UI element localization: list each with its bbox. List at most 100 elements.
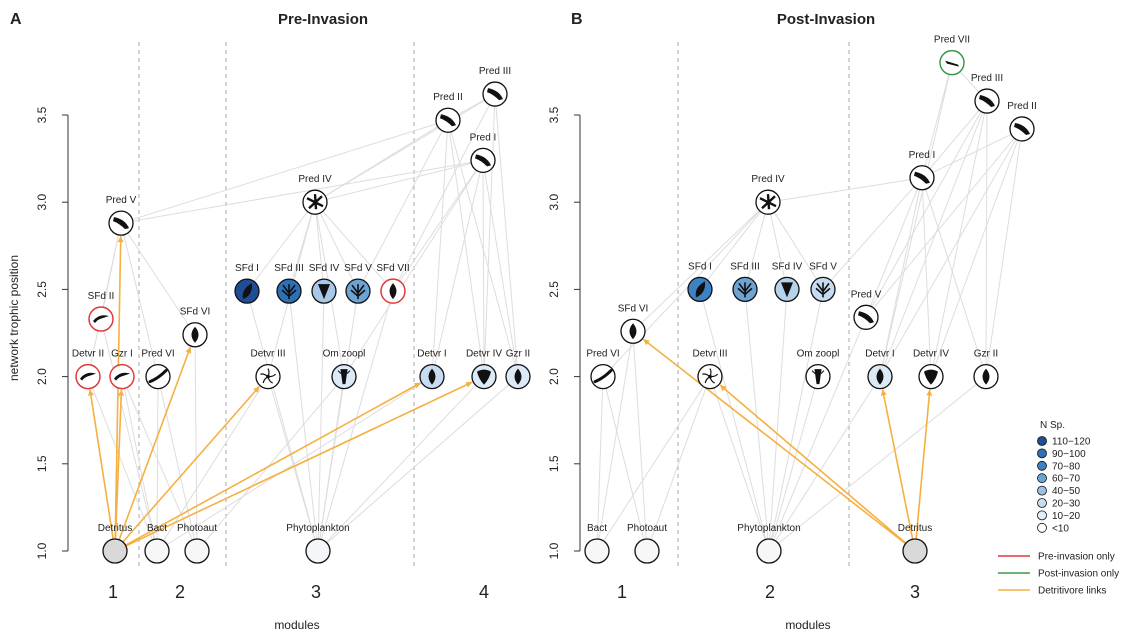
trophic-link <box>494 94 519 377</box>
detritivore-link <box>881 389 916 552</box>
legend-bin-label: 40−50 <box>1052 486 1081 497</box>
node-label: SFd VII <box>376 263 409 274</box>
legend-bin-label: <10 <box>1052 523 1069 534</box>
trophic-link <box>744 202 769 290</box>
node-circle <box>634 538 660 564</box>
node-phy: Phytoplankton <box>286 523 350 564</box>
node-circle <box>88 306 114 332</box>
node-label: Pred IV <box>751 174 785 185</box>
legend-swatch <box>1037 510 1047 521</box>
detritivore-arrowhead <box>253 386 260 393</box>
y-tick-label: 3.0 <box>547 194 561 211</box>
trophic-link <box>921 177 987 377</box>
node-pii: Pred II <box>1007 101 1037 142</box>
trophic-link <box>768 317 867 552</box>
blob-silhouette-icon <box>924 369 938 385</box>
node-diii: Detvr III <box>692 349 728 390</box>
trophic-link <box>767 177 923 203</box>
trophic-link <box>596 376 711 552</box>
trophic-link <box>768 376 987 552</box>
trophic-link <box>267 376 319 552</box>
node-label: Detvr I <box>865 349 894 360</box>
fish-silhouette-icon <box>440 114 456 127</box>
trophic-link <box>120 119 449 224</box>
node-circle <box>305 538 331 564</box>
node-label: Bact <box>147 523 167 534</box>
trophic-link <box>120 223 159 377</box>
seed-silhouette-icon <box>876 368 884 385</box>
trophic-link <box>156 376 433 552</box>
shrimp-silhouette-icon <box>93 315 109 324</box>
shrimp-silhouette-icon <box>114 372 130 381</box>
detritivore-link <box>914 389 931 552</box>
trophic-link <box>288 291 319 552</box>
node-div: Detvr IV <box>466 349 502 390</box>
legend-bin-label: 10−20 <box>1052 511 1081 522</box>
trophic-link <box>879 177 923 377</box>
node-label: Pred V <box>106 195 137 206</box>
detritivore-link <box>114 346 192 552</box>
detritivore-link <box>114 236 122 552</box>
node-label: Bact <box>587 523 607 534</box>
trophic-link <box>865 100 988 318</box>
detritivore-arrowhead <box>643 339 650 346</box>
node-pv: Pred V <box>851 289 882 330</box>
trophic-link <box>768 289 824 552</box>
legend-swatch <box>1037 436 1047 446</box>
node-piii: Pred III <box>479 66 511 107</box>
trophic-link <box>317 291 325 552</box>
trophic-link <box>431 120 449 377</box>
node-piv: Pred IV <box>751 174 785 215</box>
module-number: 2 <box>765 582 775 602</box>
node-sfiv: SFd IV <box>772 261 803 303</box>
legend-swatch <box>1037 448 1047 459</box>
plume-silhouette-icon <box>815 282 831 298</box>
legend-bin-label: 90−100 <box>1052 449 1086 460</box>
trophic-link <box>822 177 923 290</box>
node-sfi: SFd I <box>234 263 260 304</box>
x-axis-label-a: modules <box>274 618 319 632</box>
fish-silhouette-icon <box>475 154 491 167</box>
trophic-link <box>314 159 484 203</box>
node-label: Pred IV <box>298 174 332 185</box>
legend-line-label: Post-invasion only <box>1038 569 1119 580</box>
seed-silhouette-icon <box>514 368 522 385</box>
trophic-link <box>632 331 648 552</box>
node-label: Pred II <box>433 92 462 103</box>
trophic-link <box>87 223 122 377</box>
node-label: SFd I <box>688 261 712 272</box>
legend-bin-label: 70−80 <box>1052 461 1081 472</box>
module-number: 1 <box>108 582 118 602</box>
starfish-silhouette-icon <box>759 194 777 210</box>
legend-swatch <box>1037 485 1047 496</box>
brittle-star-icon <box>266 374 270 379</box>
node-label: Detvr III <box>692 349 727 360</box>
node-pv: Pred V <box>106 195 137 236</box>
fish-silhouette-icon <box>487 88 503 101</box>
y-tick-label: 3.5 <box>547 106 561 123</box>
detritivore-arrowhead <box>719 385 727 392</box>
trophic-link <box>768 289 788 552</box>
trophic-link <box>596 376 604 552</box>
blob-silhouette-icon <box>477 369 491 385</box>
fish-silhouette-icon <box>914 171 930 184</box>
trophic-link <box>314 93 496 203</box>
node-om: Om zoopl <box>797 349 839 390</box>
y-tick-label: 1.5 <box>547 455 561 472</box>
trophic-link <box>602 376 648 552</box>
node-label: Gzr II <box>506 349 530 360</box>
trophic-link <box>985 101 988 377</box>
trophic-link <box>314 201 359 292</box>
trophic-link <box>246 291 319 552</box>
node-pii: Pred II <box>433 92 463 133</box>
trophic-link <box>314 201 394 292</box>
worm-silhouette-icon <box>593 369 613 384</box>
detritivore-arrowhead <box>413 382 421 389</box>
trophic-link <box>921 62 953 178</box>
node-pho: Photoaut <box>177 523 217 564</box>
trophic-link <box>121 376 158 552</box>
node-label: Phytoplankton <box>286 523 349 534</box>
trophic-link <box>865 128 1023 318</box>
module-number: 3 <box>311 582 321 602</box>
